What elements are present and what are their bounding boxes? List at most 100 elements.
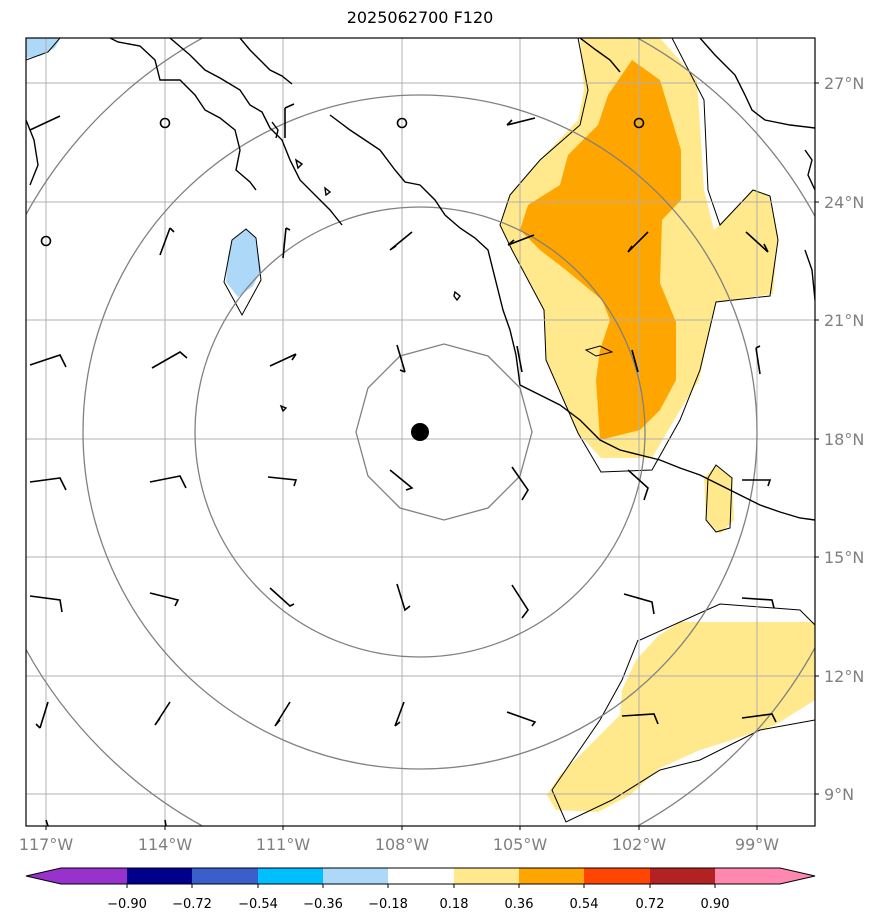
map-title: 2025062700 F120	[346, 8, 494, 27]
wind-barb	[389, 231, 413, 251]
yellow-region-south	[547, 622, 815, 812]
colorbar-segment	[258, 868, 323, 884]
wind-barb	[29, 477, 67, 491]
colorbar-extend-high	[780, 868, 815, 884]
coast-baja-west	[109, 38, 257, 191]
wind-barb	[394, 701, 405, 727]
lon-label-117w: 117°W	[19, 835, 74, 854]
wind-barb	[269, 587, 295, 607]
lon-label-105w: 105°W	[493, 835, 548, 854]
yellow-patch-small	[704, 465, 734, 534]
colorbar-segment	[454, 868, 519, 884]
calm-circle	[159, 117, 171, 129]
longitude-labels: 117°W 114°W 111°W 108°W 105°W 102°W 99°W	[19, 835, 779, 854]
wind-barb	[511, 584, 529, 619]
ring-1	[355, 343, 533, 521]
wind-barb	[742, 479, 772, 487]
colorbar-label: −0.36	[303, 897, 343, 912]
wind-barb	[506, 711, 537, 727]
colorbar-segment	[388, 868, 454, 884]
island-4	[279, 404, 288, 413]
graticule	[26, 38, 815, 826]
lat-label-9n: 9°N	[824, 785, 854, 804]
island-2	[324, 186, 332, 197]
orange-region	[520, 60, 681, 440]
wind-barb	[396, 344, 406, 373]
wind-barb	[741, 597, 775, 609]
storm-center-marker	[411, 423, 429, 441]
ring-2	[194, 206, 646, 658]
wind-barb	[149, 475, 187, 489]
coast-east	[699, 38, 815, 129]
wind-barb	[35, 701, 49, 729]
coast-baja-east	[169, 38, 343, 226]
colorbar-label: 0.18	[440, 897, 469, 912]
coast-east-3	[804, 249, 815, 301]
colorbar-segment	[61, 868, 127, 884]
lat-label-24n: 24°N	[824, 193, 864, 212]
colorbar-label: −0.54	[238, 897, 278, 912]
wind-barb	[511, 466, 529, 501]
wind-barb	[151, 351, 188, 369]
map-area	[26, 38, 815, 826]
colorbar-label: −0.90	[107, 897, 147, 912]
coast-gulf-east	[579, 38, 621, 73]
wind-barb	[396, 583, 411, 612]
wind-barb	[159, 227, 175, 256]
colorbar: −0.90 −0.72 −0.54 −0.36 −0.18 0.18 0.36 …	[25, 867, 816, 912]
light-blue-patch-island	[226, 229, 261, 297]
colorbar-segment	[519, 868, 584, 884]
map-frame	[25, 37, 816, 827]
colorbar-extend-low	[26, 868, 61, 884]
wind-barb	[631, 349, 639, 373]
lat-label-21n: 21°N	[824, 311, 864, 330]
calm-circle	[40, 235, 52, 247]
colorbar-outline	[25, 867, 816, 885]
lon-label-114w: 114°W	[138, 835, 193, 854]
colorbar-segment	[584, 868, 650, 884]
colorbar-segment	[127, 868, 192, 884]
coastlines	[26, 38, 815, 521]
wind-barb	[627, 469, 649, 501]
wind-barb	[282, 227, 291, 259]
wind-barb	[627, 231, 649, 253]
lon-label-99w: 99°W	[735, 835, 779, 854]
colorbar-label: −0.18	[368, 897, 408, 912]
calm-circle	[396, 117, 408, 129]
wind-barb	[507, 234, 535, 246]
wind-barb	[164, 819, 167, 826]
colorbar-label: 0.54	[570, 897, 599, 912]
wind-barb	[745, 231, 769, 253]
colorbar-segment	[650, 868, 715, 884]
wind-barb	[45, 819, 49, 826]
lat-label-12n: 12°N	[824, 667, 864, 686]
wind-barb	[284, 103, 295, 138]
lat-label-27n: 27°N	[824, 74, 864, 93]
wind-barb	[29, 115, 61, 131]
colorbar-label: 0.36	[505, 897, 534, 912]
ring-3	[82, 94, 758, 770]
wind-barb	[149, 592, 180, 607]
lon-label-108w: 108°W	[375, 835, 430, 854]
wind-barb	[506, 117, 536, 126]
lon-label-102w: 102°W	[612, 835, 667, 854]
light-blue-patch-corner	[26, 38, 60, 58]
wind-barb	[623, 593, 655, 615]
coast-gulf-west	[239, 38, 293, 85]
island-5	[271, 121, 279, 139]
latitude-labels: 27°N 24°N 21°N 18°N 15°N 12°N 9°N	[824, 74, 864, 804]
wind-barb	[154, 701, 171, 726]
coast-sonora	[329, 114, 815, 521]
island-3	[453, 290, 461, 302]
colorbar-segment	[323, 868, 388, 884]
island-1	[294, 158, 304, 170]
wind-barb	[269, 353, 297, 367]
wind-barb	[29, 354, 67, 368]
wind-barb	[274, 701, 291, 727]
colorbar-segment	[715, 868, 780, 884]
axis-ticks	[45, 82, 819, 830]
wind-barb	[267, 476, 298, 487]
wind-barb	[755, 345, 761, 375]
lon-label-111w: 111°W	[256, 835, 311, 854]
